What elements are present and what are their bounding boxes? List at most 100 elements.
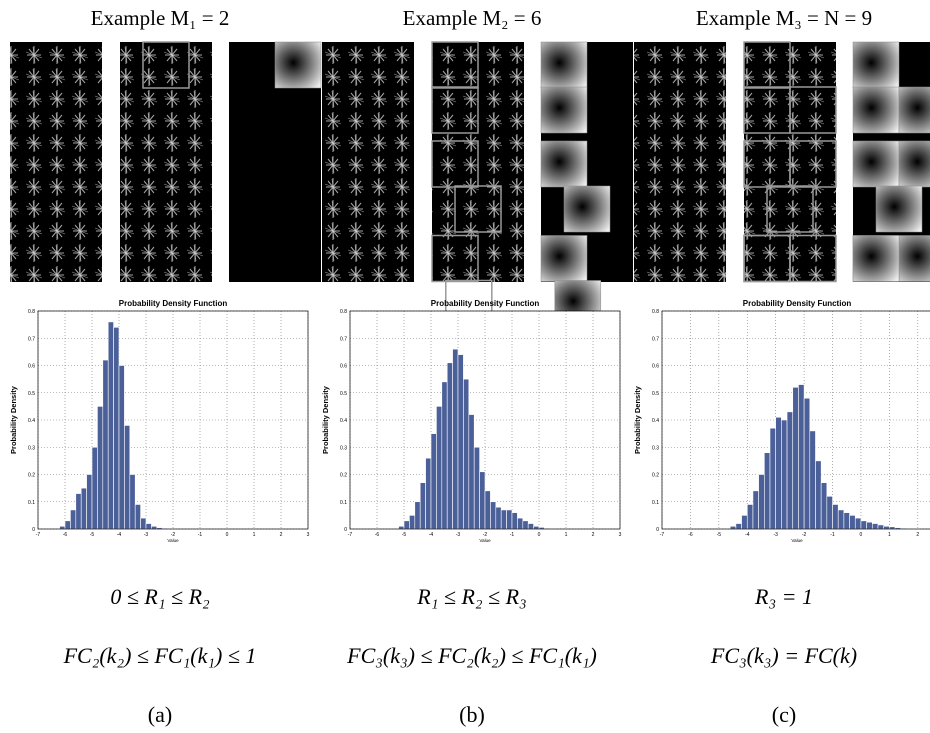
histogram-bar bbox=[815, 460, 822, 530]
caption: (b) bbox=[459, 702, 485, 727]
histogram-bar bbox=[826, 495, 833, 530]
y-tick-label: 0.8 bbox=[652, 309, 659, 315]
chart: 0 0.1 0.2 0.3 0.4 0.5 0.6 0.7 0.8 -7 -6 -5 -4 -3 -2 -1 0… bbox=[633, 299, 930, 543]
x-tick-label: 1 bbox=[888, 532, 891, 538]
histogram-bar bbox=[86, 474, 93, 530]
y-tick-label: 0.8 bbox=[28, 309, 35, 315]
x-tick-label: -4 bbox=[745, 532, 750, 538]
panel-title: Example M₂ = 6 bbox=[403, 6, 542, 30]
histogram-bar bbox=[832, 504, 839, 530]
part-box bbox=[743, 234, 791, 283]
y-tick-label: 0.2 bbox=[340, 473, 347, 479]
histogram-bar bbox=[511, 512, 518, 530]
histogram-bar bbox=[849, 515, 856, 530]
histogram-bar bbox=[80, 487, 87, 530]
part-blob bbox=[875, 185, 923, 233]
y-tick-label: 0.5 bbox=[652, 391, 659, 397]
x-tick-label: 3 bbox=[307, 532, 310, 538]
histogram-bar bbox=[484, 490, 491, 530]
part-box bbox=[142, 41, 190, 89]
histogram-bar bbox=[436, 406, 443, 530]
y-tick-label: 0.6 bbox=[652, 364, 659, 370]
y-axis-label: Probability Density bbox=[321, 385, 330, 454]
hog-image bbox=[10, 42, 102, 282]
histogram-bar bbox=[398, 525, 405, 530]
histogram-bar bbox=[91, 446, 98, 530]
part-blob bbox=[540, 41, 588, 89]
part-box bbox=[766, 185, 814, 233]
histogram-bar bbox=[473, 446, 480, 530]
histogram-bar bbox=[843, 512, 850, 530]
x-tick-label: -1 bbox=[510, 532, 515, 538]
y-tick-label: 0.6 bbox=[340, 364, 347, 370]
equation: FC₃(k₃) = FC(k) bbox=[710, 643, 857, 668]
histogram-bar bbox=[97, 406, 104, 530]
part-blob bbox=[852, 86, 900, 134]
histogram-bar bbox=[145, 523, 152, 530]
chart-title: Probability Density Function bbox=[119, 299, 228, 308]
histogram-bar bbox=[746, 504, 754, 530]
caption: (c) bbox=[772, 702, 796, 727]
histogram-bar bbox=[506, 509, 513, 530]
histogram-bar bbox=[495, 506, 502, 530]
histogram-bar bbox=[533, 525, 540, 530]
y-tick-label: 0.3 bbox=[340, 445, 347, 451]
histogram-bar bbox=[446, 362, 453, 530]
part-blob bbox=[898, 235, 930, 282]
plot-frame bbox=[661, 310, 930, 530]
part-blob bbox=[852, 140, 900, 188]
histogram-bar bbox=[803, 397, 811, 530]
histogram-bar bbox=[741, 515, 748, 530]
chart: 0 0.1 0.2 0.3 0.4 0.5 0.6 0.7 0.8 -7 -6 -5 -4 -3 -2 -1 0… bbox=[9, 299, 310, 543]
histogram-bar bbox=[430, 433, 437, 530]
y-tick-label: 0.8 bbox=[340, 309, 347, 315]
histogram-bar bbox=[786, 411, 794, 530]
x-tick-label: -3 bbox=[773, 532, 778, 538]
histogram-bar bbox=[457, 354, 464, 530]
x-tick-label: -5 bbox=[90, 532, 95, 538]
histogram-bar bbox=[729, 525, 737, 530]
histogram-bar bbox=[781, 419, 788, 530]
histogram-bar bbox=[522, 520, 529, 530]
histogram-bar bbox=[479, 471, 486, 530]
y-tick-label: 0.2 bbox=[28, 473, 35, 479]
plot-frame bbox=[37, 310, 309, 530]
histogram-bar bbox=[860, 520, 867, 530]
part-blob bbox=[563, 185, 611, 233]
histogram-bar bbox=[775, 416, 782, 530]
part-box bbox=[454, 185, 502, 233]
y-tick-label: 0.1 bbox=[340, 500, 347, 506]
histogram-bar bbox=[124, 425, 131, 530]
y-tick-label: 0.4 bbox=[340, 418, 347, 424]
x-tick-label: -5 bbox=[717, 532, 722, 538]
part-box bbox=[789, 86, 837, 134]
histogram-bar bbox=[140, 517, 147, 530]
x-tick-label: 2 bbox=[592, 532, 595, 538]
equation: FC₃(k₃) ≤ FC₂(k₂) ≤ FC₁(k₁) bbox=[346, 643, 597, 668]
histogram-bar bbox=[107, 321, 114, 530]
hog-image bbox=[322, 42, 414, 282]
x-tick-label: -4 bbox=[429, 532, 434, 538]
hog-image bbox=[120, 42, 212, 282]
histogram-bar bbox=[854, 517, 862, 530]
y-tick-label: 0.1 bbox=[652, 500, 659, 506]
part-box bbox=[743, 41, 791, 89]
y-tick-label: 0.6 bbox=[28, 364, 35, 370]
equation: FC₂(k₂) ≤ FC₁(k₁) ≤ 1 bbox=[63, 643, 257, 668]
equation: R₁ ≤ R₂ ≤ R₃ bbox=[416, 584, 526, 609]
histogram-bar bbox=[735, 523, 742, 530]
histogram-bar bbox=[75, 493, 82, 530]
histogram-bar bbox=[409, 515, 416, 530]
x-tick-label: -7 bbox=[660, 532, 665, 538]
histogram-bar bbox=[792, 386, 799, 530]
part-blob bbox=[540, 140, 588, 188]
histogram-bar bbox=[102, 359, 109, 530]
part-blob bbox=[274, 41, 322, 89]
x-tick-label: 2 bbox=[280, 532, 283, 538]
x-tick-label: -2 bbox=[802, 532, 807, 538]
x-tick-label: -1 bbox=[830, 532, 835, 538]
y-tick-label: 0.7 bbox=[340, 336, 347, 342]
x-tick-label: -7 bbox=[348, 532, 353, 538]
y-tick-label: 0.1 bbox=[28, 500, 35, 506]
part-box bbox=[431, 86, 479, 134]
